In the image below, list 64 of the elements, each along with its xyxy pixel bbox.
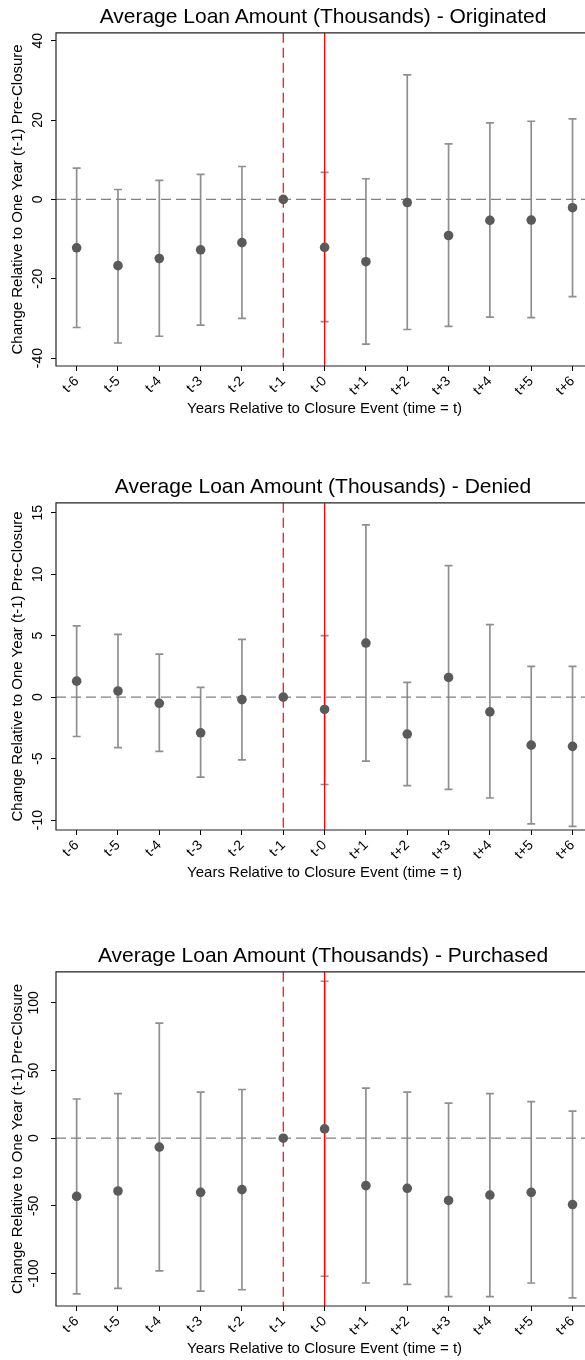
y-tick-label: 0: [24, 1134, 41, 1143]
x-tick-label: t+6: [552, 836, 578, 862]
x-tick-label: t+2: [386, 1312, 413, 1338]
x-tick-label: t-6: [58, 372, 82, 396]
y-tick-label: 0: [28, 195, 45, 204]
x-tick-label: t-4: [141, 372, 165, 396]
x-tick-label: t+5: [510, 372, 537, 398]
x-tick-label: t+5: [510, 836, 537, 862]
x-tick-label: t+1: [345, 372, 371, 398]
x-tick-label: t-2: [223, 836, 247, 860]
x-tick-label: t+3: [428, 836, 454, 862]
x-tick-label: t+2: [386, 836, 413, 862]
x-tick-label: t-0: [306, 836, 330, 860]
x-tick-label: t-6: [58, 836, 82, 860]
chart-title: Average Loan Amount (Thousands) - Denied: [113, 474, 533, 498]
x-axis-title: Years Relative to Closure Event (time = t): [187, 863, 463, 881]
y-tick-label: 20: [28, 112, 45, 128]
x-tick-label: t+4: [469, 1312, 495, 1338]
x-tick-label: t-0: [306, 1312, 330, 1336]
y-tick-label: 15: [28, 504, 45, 521]
y-tick-label: -100: [24, 1259, 41, 1288]
x-tick-label: t-2: [223, 372, 247, 396]
x-tick-label: t-1: [265, 372, 289, 396]
x-tick-label: t+2: [386, 372, 413, 398]
x-axis-title: Years Relative to Closure Event (time = t): [187, 399, 463, 417]
x-tick-label: t-5: [99, 836, 123, 860]
x-tick-label: t+3: [428, 1312, 454, 1338]
y-tick-label: 10: [28, 566, 45, 582]
y-tick-label: -50: [24, 1195, 41, 1216]
y-axis-title: Change Relative to One Year (t-1) Pre-Closure: [8, 983, 26, 1294]
y-tick-label: -40: [28, 347, 45, 369]
x-tick-label: t+6: [552, 372, 578, 398]
x-tick-label: t-4: [141, 1312, 165, 1336]
x-tick-label: t-1: [265, 836, 289, 860]
x-tick-label: t+6: [552, 1312, 578, 1338]
x-tick-label: t+3: [428, 372, 454, 398]
y-axis-title: Change Relative to One Year (t-1) Pre-Closure: [8, 511, 26, 822]
x-tick-label: t-0: [306, 372, 330, 396]
x-tick-label: t-3: [182, 836, 206, 860]
x-tick-label: t-5: [99, 1312, 123, 1336]
y-tick-label: 40: [28, 32, 45, 49]
y-axis-title: Change Relative to One Year (t-1) Pre-Closure: [8, 44, 26, 355]
x-axis-title: Years Relative to Closure Event (time = t): [187, 1339, 463, 1357]
y-tick-label: -10: [28, 809, 45, 831]
chart-title: Average Loan Amount (Thousands) - Purchased: [96, 943, 550, 967]
chart-title: Average Loan Amount (Thousands) - Originated: [98, 4, 548, 28]
y-tick-label: 5: [28, 631, 45, 640]
y-tick-label: -5: [28, 752, 45, 765]
x-tick-label: t-1: [265, 1312, 289, 1336]
y-tick-label: 100: [24, 991, 41, 1015]
y-tick-label: 50: [24, 1062, 41, 1079]
x-tick-label: t-3: [182, 372, 206, 396]
x-tick-label: t+4: [469, 836, 495, 862]
y-tick-label: -20: [28, 268, 45, 289]
x-tick-label: t-4: [141, 836, 165, 860]
x-tick-label: t-3: [182, 1312, 206, 1336]
x-tick-label: t+1: [345, 836, 371, 862]
x-tick-label: t+5: [510, 1312, 537, 1338]
x-tick-label: t-5: [99, 372, 123, 396]
x-tick-label: t-6: [58, 1312, 82, 1336]
x-tick-label: t-2: [223, 1312, 247, 1336]
y-tick-label: 0: [28, 693, 45, 702]
x-tick-label: t+1: [345, 1312, 371, 1338]
x-tick-label: t+4: [469, 372, 495, 398]
